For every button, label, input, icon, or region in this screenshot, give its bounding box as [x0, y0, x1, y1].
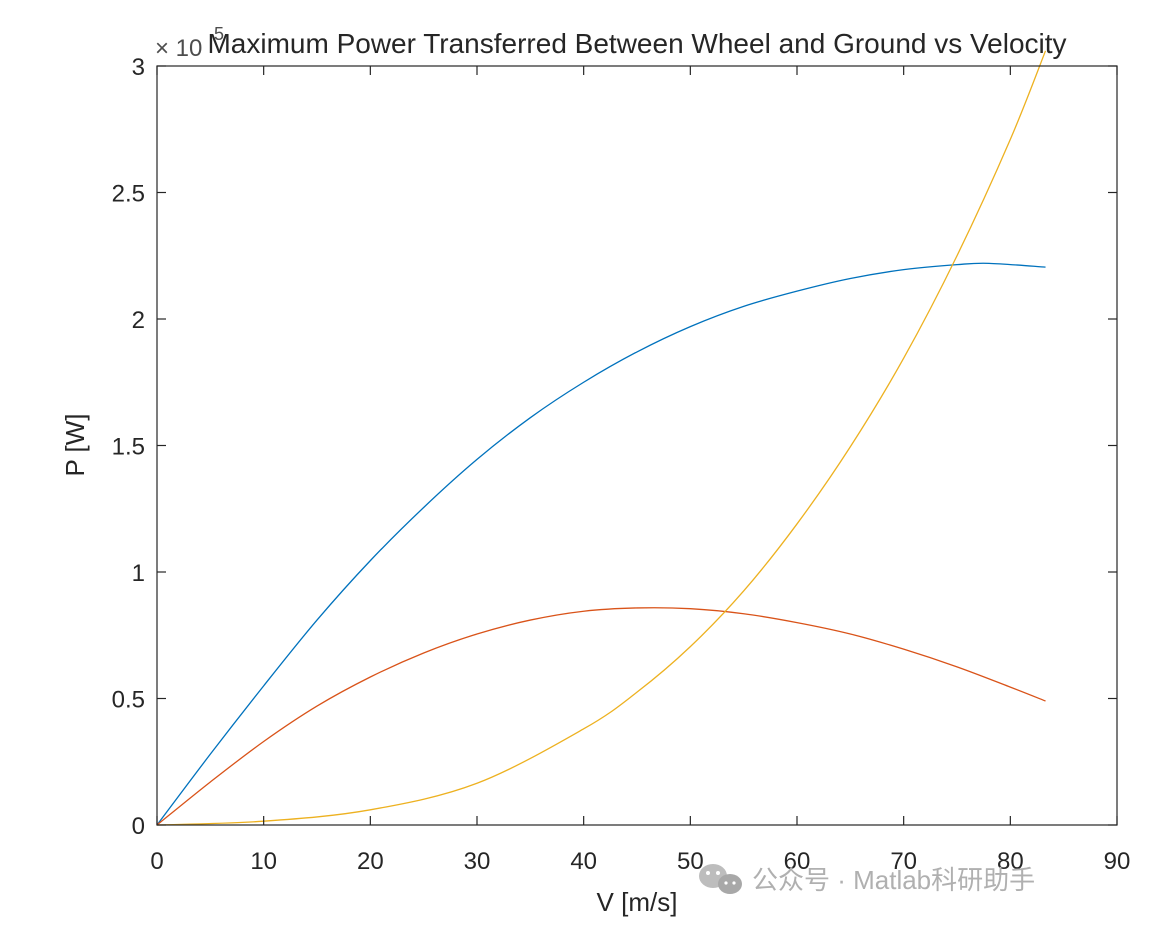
x-tick-label: 40: [570, 848, 597, 875]
series-line-1: [156, 262, 1046, 826]
series-line-2: [156, 607, 1046, 826]
y-tick-label: 1.5: [112, 434, 145, 461]
x-tick-label: 50: [677, 848, 704, 875]
wechat-icon: [699, 864, 742, 894]
y-tick-label: 2.5: [112, 181, 145, 208]
x-tick-label: 70: [890, 848, 917, 875]
chart-title: Maximum Power Transferred Between Wheel …: [207, 28, 1066, 59]
x-tick-label: 0: [150, 848, 163, 875]
x-tick-label: 30: [464, 848, 491, 875]
series-line-3: [156, 50, 1047, 826]
y-multiplier-exponent: 5: [214, 24, 224, 44]
y-tick-label: 1: [132, 560, 145, 587]
y-multiplier-base: × 10: [155, 35, 202, 62]
y-tick-label: 3: [132, 54, 145, 81]
y-tick-label: 2: [132, 307, 145, 334]
x-tick-label: 10: [250, 848, 277, 875]
watermark: 公众号 · Matlab科研助手: [699, 864, 1035, 895]
x-tick-label: 60: [784, 848, 811, 875]
y-tick-label: 0.5: [112, 687, 145, 714]
watermark-text: 公众号 · Matlab科研助手: [752, 865, 1035, 895]
y-tick-label: 0: [132, 813, 145, 840]
x-tick-label: 80: [997, 848, 1024, 875]
x-tick-label: 90: [1104, 848, 1131, 875]
x-axis-label: V [m/s]: [597, 887, 678, 917]
plot-area: [157, 66, 1117, 825]
x-tick-label: 20: [357, 848, 384, 875]
y-axis-label: P [W]: [60, 413, 90, 476]
